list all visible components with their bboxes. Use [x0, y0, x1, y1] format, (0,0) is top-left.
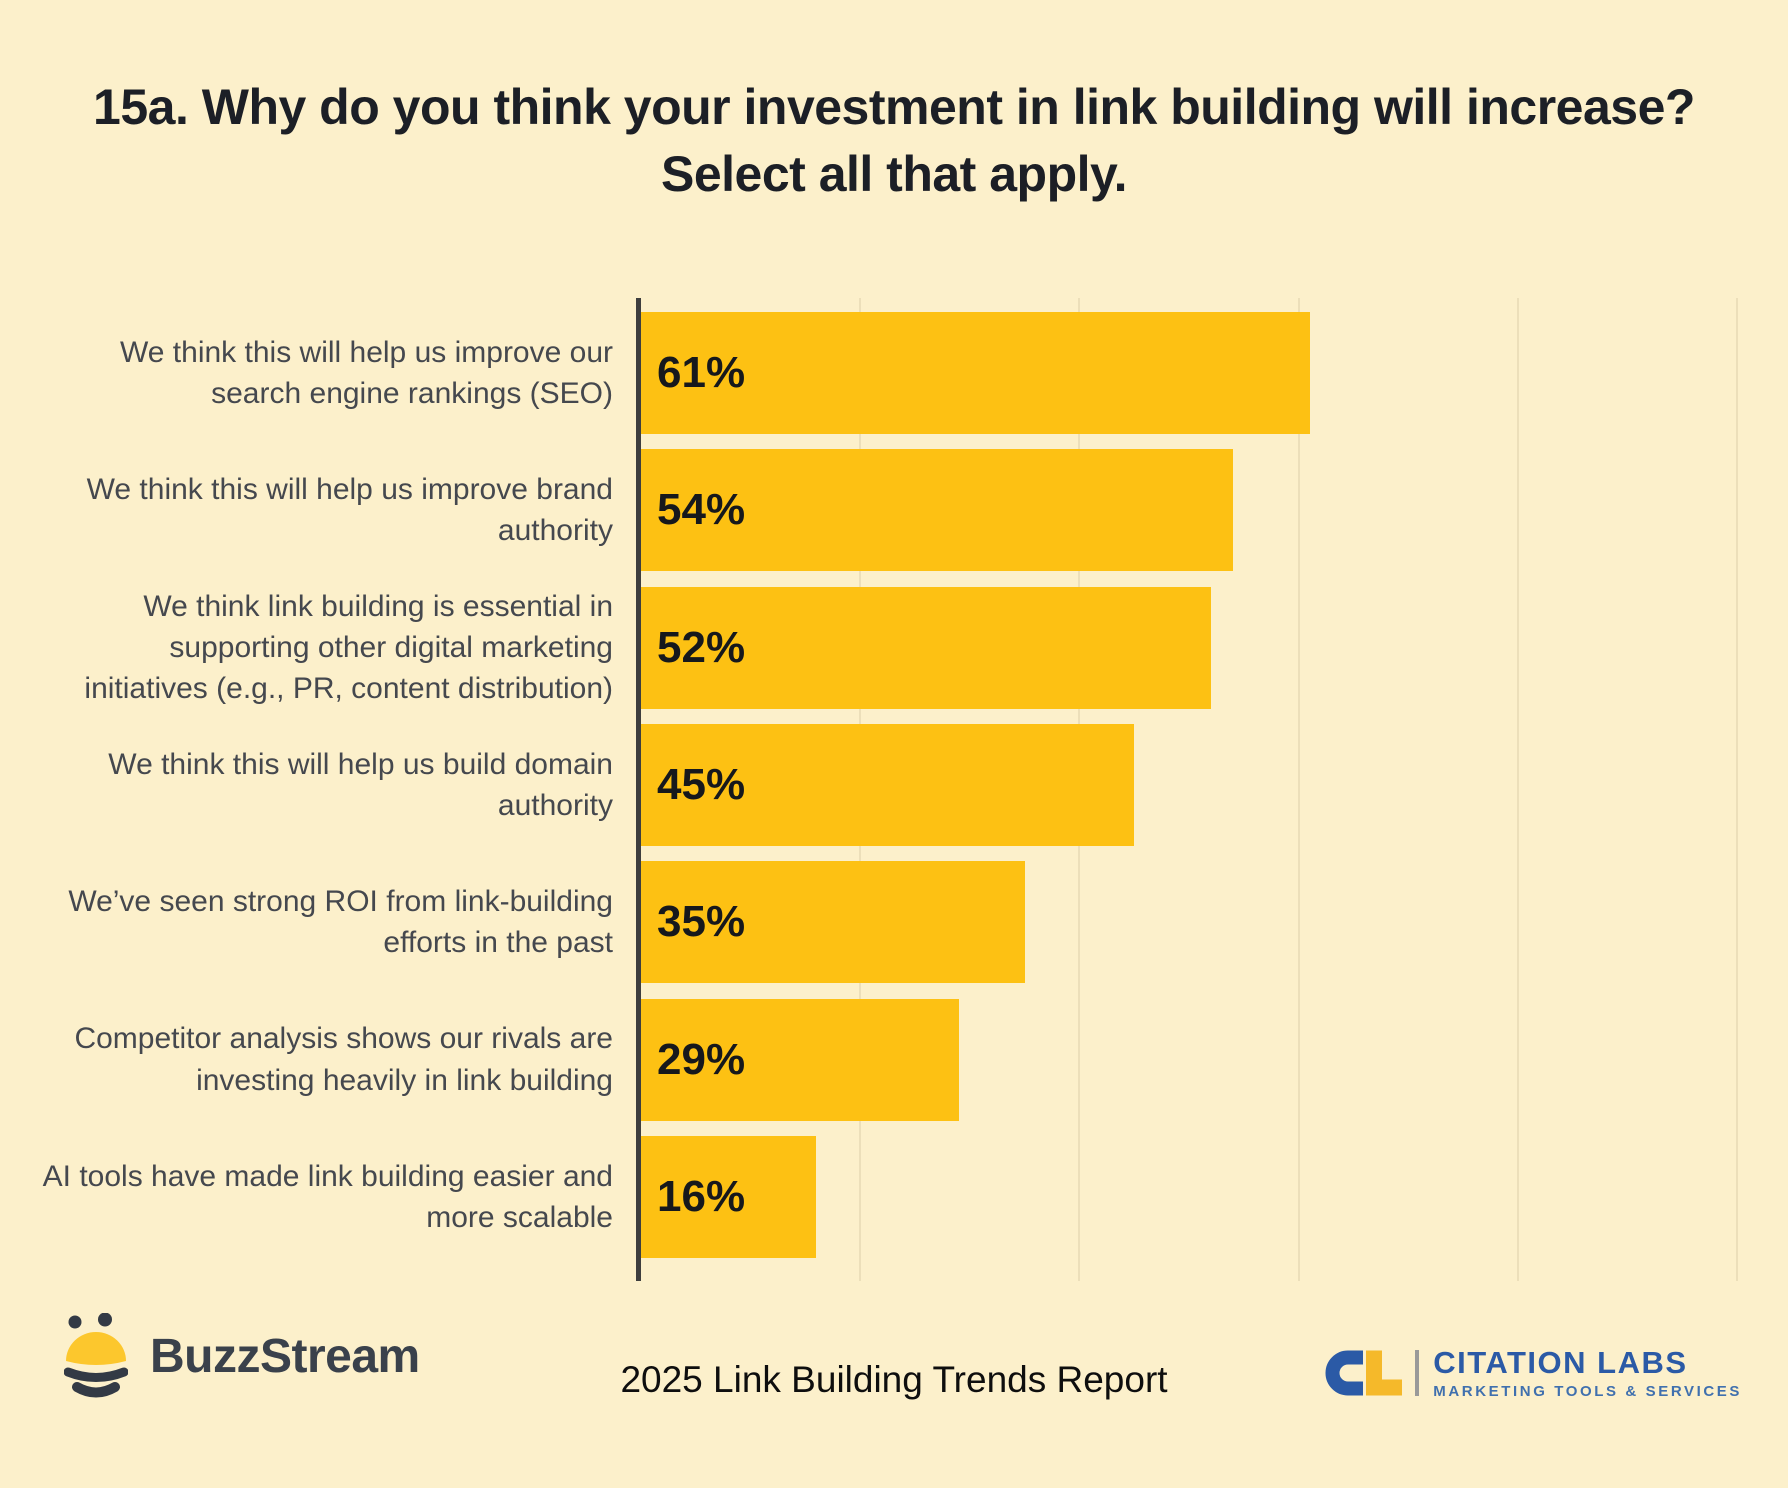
citation-labs-logo: CITATION LABS MARKETING TOOLS & SERVICES [1325, 1347, 1742, 1399]
bar-chart: We think this will help us improve our s… [0, 298, 1788, 1281]
citation-labs-divider [1415, 1350, 1420, 1396]
page-title: 15a. Why do you think your investment in… [93, 79, 1695, 202]
bar: 61% [641, 312, 1310, 434]
y-axis-line [636, 298, 641, 1281]
buzzstream-bee-icon [64, 1313, 128, 1398]
bar: 35% [641, 861, 1025, 984]
category-label: AI tools have made link building easier … [42, 1159, 613, 1234]
category-labels: We think this will help us improve our s… [40, 298, 613, 1281]
citation-labs-name: CITATION LABS [1433, 1345, 1688, 1380]
bar-value-label: 45% [657, 759, 746, 809]
citation-labs-cl-icon [1325, 1350, 1403, 1396]
citation-labs-tagline: MARKETING TOOLS & SERVICES [1433, 1383, 1742, 1400]
bar-value-label: 54% [657, 485, 746, 535]
category-label: We think link building is essential in s… [84, 589, 613, 706]
bar-value-label: 29% [657, 1034, 746, 1084]
footer: 2025 Link Building Trends Report BuzzStr… [0, 1295, 1788, 1465]
gridline-60 [1297, 298, 1300, 1281]
category-label: We’ve seen strong ROI from link-building… [68, 884, 613, 960]
category-label: We think this will help us improve our s… [120, 335, 613, 410]
gridline-100 [1736, 298, 1738, 1281]
category-label: Competitor analysis shows our rivals are… [74, 1022, 613, 1097]
bar: 45% [641, 723, 1135, 846]
bar-value-label: 35% [657, 897, 746, 947]
bar-value-label: 16% [657, 1171, 746, 1221]
plot-area: 61% 54% 52% 45% 35% 29% 16% [636, 298, 1738, 1281]
category-label: We think this will help us build domain … [108, 747, 613, 822]
bar: 54% [641, 449, 1233, 572]
bar-value-label: 52% [657, 622, 746, 672]
bar-value-label: 61% [657, 348, 746, 397]
bar: 29% [641, 998, 959, 1121]
report-title: 2025 Link Building Trends Report [620, 1359, 1168, 1400]
buzzstream-wordmark: BuzzStream [150, 1329, 420, 1383]
bar: 52% [641, 586, 1211, 709]
category-label: We think this will help us improve brand… [86, 472, 613, 548]
buzzstream-logo: BuzzStream [64, 1313, 420, 1399]
bar: 16% [641, 1135, 817, 1258]
gridline-80 [1516, 298, 1519, 1281]
